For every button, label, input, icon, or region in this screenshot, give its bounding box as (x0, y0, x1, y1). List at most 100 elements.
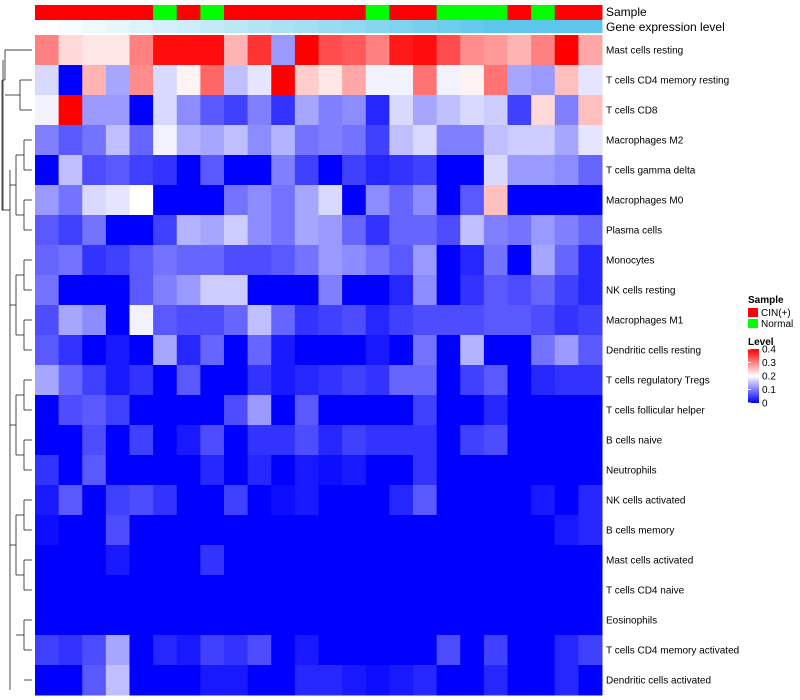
heatmap-cell (507, 635, 532, 666)
heatmap-cell (342, 575, 367, 606)
heatmap-cell (365, 635, 390, 666)
heatmap-cell (82, 605, 107, 636)
heatmap-cell (247, 425, 272, 456)
heatmap-cell (153, 455, 178, 486)
heatmap-cell (507, 305, 532, 336)
heatmap-cell (176, 275, 201, 306)
heatmap-cell (389, 575, 414, 606)
heatmap-cell (342, 125, 367, 156)
heatmap-cell (35, 35, 60, 66)
heatmap-cell (342, 635, 367, 666)
heatmap-cell (58, 455, 83, 486)
heatmap-cell (483, 455, 508, 486)
heatmap-cell (224, 95, 249, 126)
heatmap-cell (365, 575, 390, 606)
heatmap-cell (554, 515, 579, 546)
track-label-sample: Sample (606, 5, 647, 19)
heatmap-cell (58, 305, 83, 336)
heatmap-cell (247, 365, 272, 396)
expression-track-cell (318, 20, 343, 33)
heatmap-cell (176, 395, 201, 426)
heatmap-cell (318, 395, 343, 426)
heatmap-cell (342, 425, 367, 456)
heatmap-cell (436, 275, 461, 306)
heatmap-cell (271, 365, 296, 396)
heatmap-cell (58, 65, 83, 96)
heatmap-cell (507, 515, 532, 546)
heatmap-cell (129, 275, 154, 306)
heatmap-cell (129, 95, 154, 126)
heatmap-cell (413, 455, 438, 486)
heatmap-cell (460, 35, 485, 66)
heatmap-cell (82, 575, 107, 606)
heatmap-cell (176, 65, 201, 96)
heatmap-cell (247, 665, 272, 696)
heatmap-cell (507, 65, 532, 96)
heatmap-cell (58, 545, 83, 576)
expression-track-cell (413, 20, 438, 33)
heatmap-cell (554, 125, 579, 156)
heatmap-cell (460, 275, 485, 306)
heatmap-cell (460, 365, 485, 396)
heatmap-cell (129, 125, 154, 156)
heatmap-cell (413, 65, 438, 96)
heatmap-cell (176, 485, 201, 516)
heatmap-cell (294, 395, 319, 426)
heatmap-cell (200, 455, 225, 486)
heatmap-cell (460, 425, 485, 456)
heatmap-cell (271, 185, 296, 216)
heatmap-cell (224, 365, 249, 396)
heatmap-cell (105, 245, 130, 276)
heatmap-cell (578, 125, 603, 156)
heatmap-cell (224, 35, 249, 66)
heatmap-cell (531, 185, 556, 216)
heatmap-cell (483, 95, 508, 126)
row-label: T cells CD4 naive (606, 586, 685, 597)
heatmap-cell (436, 485, 461, 516)
heatmap-cell (247, 245, 272, 276)
heatmap-cell (129, 185, 154, 216)
heatmap-cell (247, 395, 272, 426)
sample-track-cell (507, 5, 532, 20)
heatmap-cell (389, 545, 414, 576)
heatmap-cell (318, 35, 343, 66)
heatmap-cell (531, 215, 556, 246)
heatmap-cell (507, 665, 532, 696)
heatmap-cell (318, 455, 343, 486)
heatmap-cell (318, 515, 343, 546)
heatmap-cell (342, 395, 367, 426)
heatmap-cell (200, 395, 225, 426)
heatmap-cell (483, 545, 508, 576)
heatmap-cell (105, 605, 130, 636)
sample-track-cell (82, 5, 107, 20)
heatmap-cell (153, 185, 178, 216)
heatmap-cell (436, 125, 461, 156)
heatmap-cell (224, 545, 249, 576)
heatmap-cell (389, 185, 414, 216)
heatmap-cell (413, 155, 438, 186)
heatmap-cell (294, 245, 319, 276)
heatmap-cell (460, 335, 485, 366)
heatmap-cell (436, 185, 461, 216)
heatmap-cell (389, 125, 414, 156)
heatmap-cell (153, 515, 178, 546)
heatmap-cell (436, 365, 461, 396)
heatmap-cell (153, 245, 178, 276)
heatmap-cell (318, 665, 343, 696)
heatmap-cell (271, 335, 296, 366)
legend: Sample CIN(+) Normal Level 0.4 0.3 0.2 0.1 0 (748, 295, 793, 410)
heatmap-cell (105, 425, 130, 456)
heatmap-cell (578, 35, 603, 66)
heatmap-cell (554, 35, 579, 66)
heatmap-cell (507, 395, 532, 426)
heatmap-cell (105, 485, 130, 516)
heatmap-cell (365, 365, 390, 396)
heatmap-cell (365, 125, 390, 156)
heatmap-cell (129, 365, 154, 396)
heatmap-cell (35, 425, 60, 456)
heatmap-cell (247, 515, 272, 546)
heatmap-cell (153, 65, 178, 96)
heatmap-cell (271, 545, 296, 576)
heatmap-cell (105, 545, 130, 576)
heatmap-cell (58, 485, 83, 516)
